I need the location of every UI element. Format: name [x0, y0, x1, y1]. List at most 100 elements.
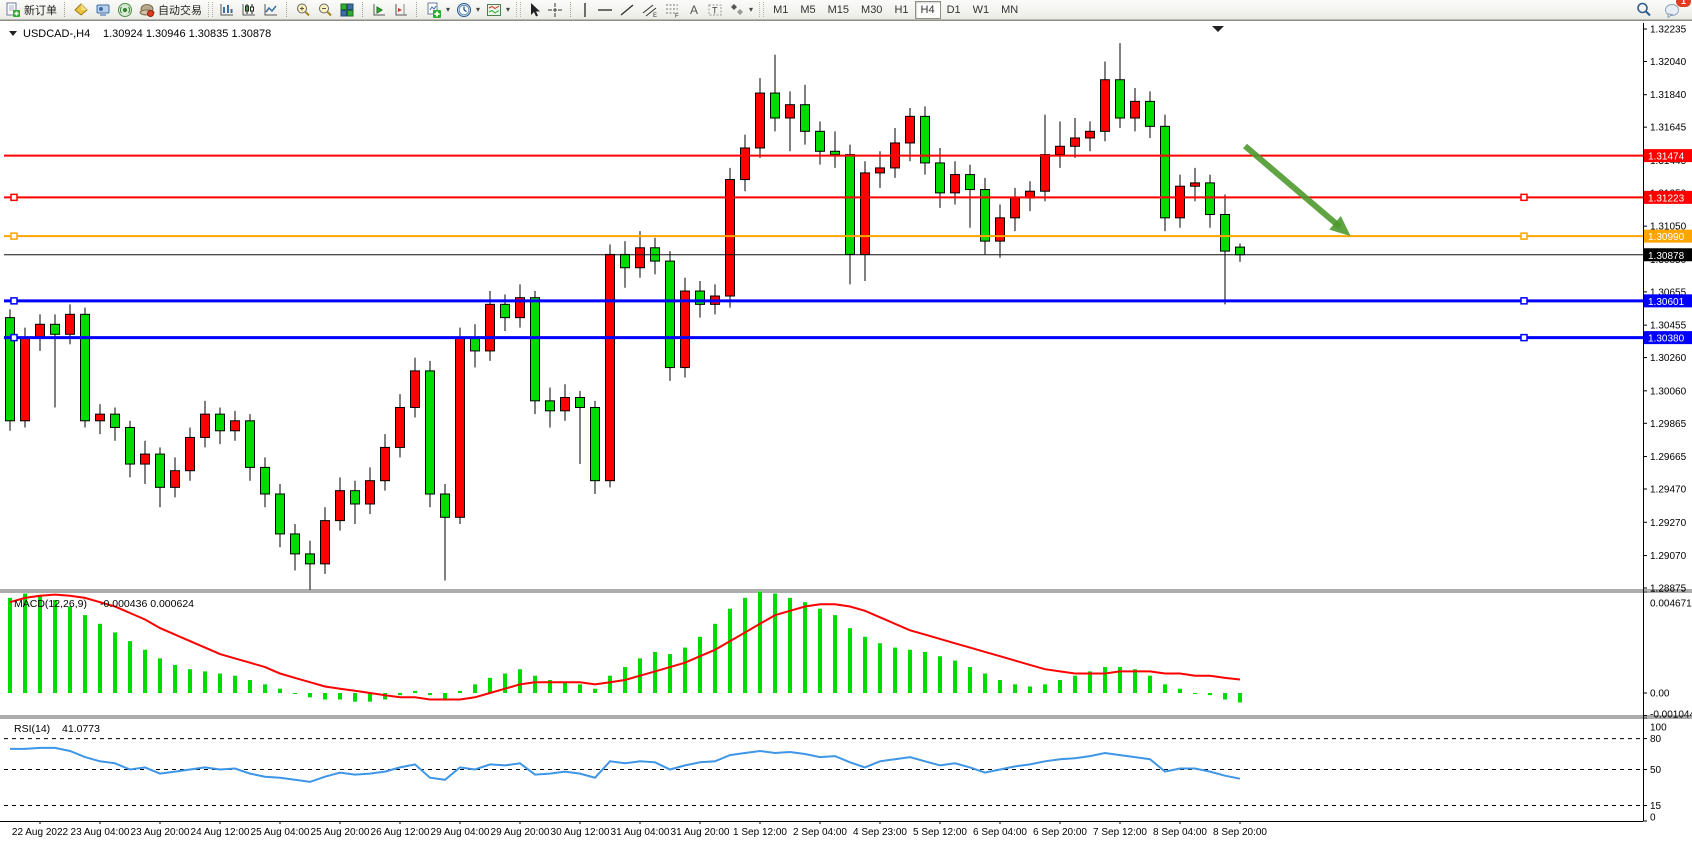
- macd-histogram-bar: [953, 660, 957, 693]
- price-tick-label: 1.30260: [1650, 353, 1687, 364]
- macd-histogram-bar: [143, 649, 147, 693]
- new-chart-button[interactable]: ▾: [422, 1, 453, 19]
- timeframe-MN[interactable]: MN: [1001, 3, 1019, 16]
- symbol-dropdown-marker[interactable]: [9, 31, 17, 36]
- horizontal-line-icon: [598, 8, 613, 11]
- trend-arrow[interactable]: [1243, 143, 1342, 230]
- hline-handle[interactable]: [1520, 333, 1528, 342]
- candle-body: [1010, 197, 1020, 219]
- hline-handle[interactable]: [1520, 297, 1528, 305]
- hline-handle[interactable]: [10, 333, 18, 342]
- hline-handle[interactable]: [10, 193, 18, 202]
- date-label: 25 Aug 04:00: [251, 827, 310, 838]
- candle-body: [500, 303, 510, 319]
- candle-body: [1220, 214, 1230, 252]
- chart-canvas[interactable]: 1.322351.320401.318401.316451.314451.312…: [0, 21, 1692, 845]
- trend-arrow-head[interactable]: [1329, 216, 1351, 237]
- macd-histogram-bar: [773, 593, 777, 693]
- hline-handle[interactable]: [1520, 193, 1528, 202]
- timeframe-D1[interactable]: D1: [946, 3, 961, 16]
- candle-body: [875, 167, 885, 174]
- candle-body: [1145, 100, 1155, 127]
- crosshair-button[interactable]: [544, 1, 566, 19]
- bar-chart-icon: [220, 3, 233, 15]
- templates-button[interactable]: ▾: [483, 1, 513, 19]
- candle-body: [950, 174, 960, 194]
- timeframe-W1[interactable]: W1: [972, 3, 990, 16]
- hline-handle[interactable]: [10, 232, 18, 240]
- candlestick-chart-button[interactable]: [238, 1, 260, 19]
- candle-body: [665, 260, 675, 369]
- trendline-button[interactable]: [616, 1, 638, 19]
- vertical-line-button[interactable]: [576, 1, 594, 19]
- metaeditor-button[interactable]: [70, 1, 92, 19]
- svg-text:T: T: [712, 5, 718, 15]
- candle-body: [335, 490, 345, 522]
- candle-body: [5, 317, 15, 422]
- tile-windows-button[interactable]: [336, 1, 358, 19]
- svg-text:E: E: [653, 13, 657, 18]
- zoom-in-button[interactable]: [292, 1, 314, 19]
- macd-histogram-bar: [428, 693, 432, 696]
- bar-chart-button[interactable]: [216, 1, 238, 19]
- macd-histogram-bar: [968, 667, 972, 693]
- candle-body: [290, 533, 300, 555]
- channel-button[interactable]: E: [638, 1, 661, 19]
- hline-handle[interactable]: [1520, 232, 1528, 240]
- horizontal-line-button[interactable]: [594, 1, 616, 19]
- periods-button[interactable]: ▾: [453, 1, 483, 19]
- timeframe-M30[interactable]: M30: [861, 3, 883, 16]
- macd-histogram-bar: [203, 671, 207, 693]
- macd-histogram-bar: [683, 647, 687, 693]
- macd-histogram-bar: [983, 673, 987, 693]
- timeframe-H4[interactable]: H4: [914, 0, 941, 19]
- fibonacci-button[interactable]: F: [661, 1, 684, 19]
- timeframe-M5[interactable]: M5: [800, 3, 816, 16]
- macd-histogram-bar: [863, 636, 867, 693]
- candle-body: [680, 290, 690, 369]
- vertical-line-icon: [584, 2, 586, 17]
- candle-body: [1115, 79, 1125, 119]
- macd-histogram-bar: [278, 688, 282, 693]
- macd-histogram-bar: [698, 636, 702, 693]
- macd-histogram-bar: [533, 675, 537, 693]
- auto-scroll-button[interactable]: [368, 1, 390, 19]
- new-order-button[interactable]: 新订单: [2, 1, 60, 19]
- candle-body: [545, 400, 555, 412]
- cursor-button[interactable]: [524, 1, 544, 19]
- price-tick-label: 1.31840: [1650, 90, 1687, 101]
- price-tick-label: 1.29070: [1650, 551, 1687, 562]
- price-tick-label: 1.29865: [1650, 419, 1687, 430]
- hline-handle[interactable]: [10, 297, 18, 305]
- line-chart-button[interactable]: [260, 1, 282, 19]
- metaeditor-icon: [74, 2, 88, 16]
- macd-histogram-bar: [338, 693, 342, 700]
- timeframe-M1[interactable]: M1: [773, 3, 789, 16]
- text-button[interactable]: A: [684, 1, 704, 19]
- timeframe-M15[interactable]: M15: [827, 3, 850, 16]
- notifications-button[interactable]: 1: [1661, 0, 1691, 19]
- macd-histogram-bar: [998, 680, 1002, 693]
- search-icon: [1637, 2, 1651, 16]
- date-label: 26 Aug 12:00: [371, 827, 430, 838]
- zoom-out-button[interactable]: [314, 1, 336, 19]
- date-label: 1 Sep 12:00: [733, 827, 787, 838]
- chart-shift-button[interactable]: [390, 1, 412, 19]
- macd-histogram-bar: [758, 591, 762, 693]
- macd-histogram-bar: [1073, 675, 1077, 693]
- autotrading-button[interactable]: 自动交易: [136, 1, 205, 19]
- signals-button[interactable]: [114, 1, 136, 19]
- macd-histogram-bar: [293, 693, 297, 694]
- macd-histogram-bar: [113, 632, 117, 693]
- macd-histogram-bar: [23, 593, 27, 693]
- search-button[interactable]: [1633, 1, 1655, 19]
- macd-histogram-bar: [188, 669, 192, 693]
- candle-body: [365, 480, 375, 505]
- arrows-button[interactable]: ▾: [726, 1, 756, 19]
- market-button[interactable]: [92, 1, 114, 19]
- candle-body: [350, 490, 360, 505]
- timeframe-H1[interactable]: H1: [894, 3, 909, 16]
- macd-histogram-bar: [1193, 693, 1197, 694]
- text-label-button[interactable]: T: [704, 1, 726, 19]
- chart-shift-marker[interactable]: [1212, 26, 1224, 32]
